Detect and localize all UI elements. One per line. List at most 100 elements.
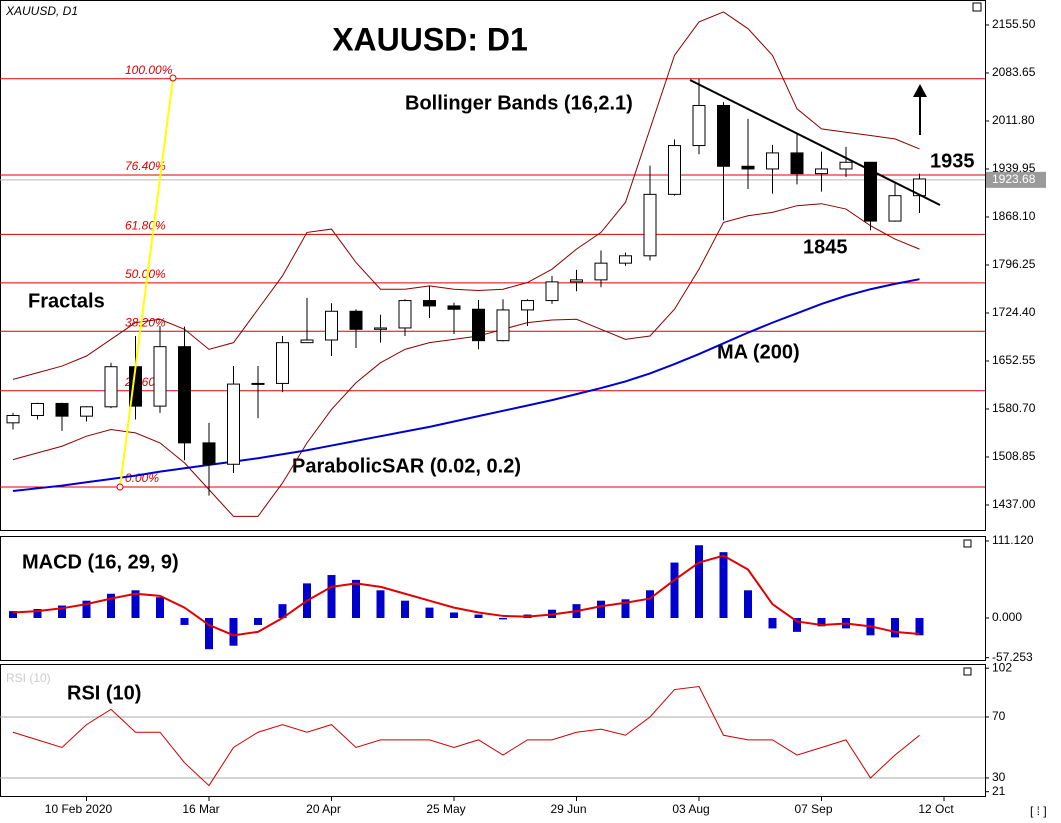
fib-anchor (169, 74, 177, 82)
macd-bar (891, 618, 899, 638)
candle-body (55, 402, 69, 417)
macd-bar (499, 618, 507, 620)
rsi-small-title: RSI (10) (6, 671, 51, 685)
symbol-label: XAUUSD, D1 (5, 4, 78, 18)
rsi-line (12, 685, 920, 787)
candle-body (276, 342, 289, 384)
candle-body (545, 281, 559, 302)
candle-body (31, 402, 44, 416)
macd-bar (229, 618, 238, 646)
y-tick-label: 111.120 (992, 533, 1034, 547)
y-tick-label: 1868.10 (992, 209, 1036, 223)
annotation: Fractals (28, 290, 105, 312)
bollinger-band (12, 203, 920, 517)
y-tick-label: 1508.85 (992, 449, 1036, 463)
candle-body (178, 346, 191, 444)
macd-bar (180, 618, 189, 625)
macd-bar (401, 600, 409, 619)
macd-bar (768, 618, 777, 629)
macd-bar (670, 562, 679, 619)
candle-body (717, 104, 730, 167)
candle-body (668, 145, 681, 195)
candle-body (227, 383, 240, 465)
candle-body (153, 346, 167, 407)
candle-body (594, 262, 608, 281)
candle-body (790, 152, 804, 175)
candle-body (472, 308, 485, 342)
macd-bar (352, 579, 360, 619)
candle-body (619, 255, 632, 264)
level-label: 1845 (803, 236, 848, 258)
fib-label: 38.20% (125, 315, 166, 329)
y-tick-label: 70 (992, 709, 1006, 723)
y-tick-label: 2011.80 (992, 113, 1035, 127)
macd-bar (817, 618, 826, 627)
y-tick-label: 30 (992, 770, 1006, 784)
macd-bar (915, 618, 924, 636)
y-tick-label: 0.000 (992, 610, 1022, 624)
rsi-title: RSI (10) (67, 682, 141, 704)
x-tick-label: 10 Feb 2020 (45, 802, 113, 816)
candle-body (570, 279, 583, 283)
window-icon[interactable] (963, 539, 972, 548)
candle-body (692, 104, 706, 147)
macd-bar (646, 590, 654, 619)
candle-body (202, 442, 216, 465)
candle-body (423, 300, 436, 307)
candle-body (521, 300, 534, 311)
candle-body (741, 165, 755, 170)
fib-anchor (116, 483, 124, 491)
candle-body (447, 305, 461, 310)
macd-bar (474, 614, 483, 619)
candle-body (374, 327, 387, 330)
macd-bar (621, 599, 630, 619)
macd-bar (327, 575, 336, 619)
x-tick-label: 12 Oct (918, 802, 954, 816)
current-price-box (986, 171, 1046, 188)
chart-title: XAUUSD: D1 (332, 21, 528, 57)
y-tick-label: 1796.25 (992, 257, 1036, 271)
fib-label: 50.00% (125, 267, 166, 281)
x-tick-label: 25 May (426, 802, 465, 816)
y-tick-label: 1437.00 (992, 497, 1036, 511)
candle-body (888, 195, 902, 222)
fib-anchor-line (119, 77, 174, 488)
candle-body (496, 309, 510, 342)
macd-bar (744, 590, 752, 619)
fib-label: 0.00% (125, 471, 159, 485)
x-tick-label: 07 Sep (794, 802, 832, 816)
y-tick-label: -57.253 (992, 650, 1033, 664)
annotation: ParabolicSAR (0.02, 0.2) (292, 455, 521, 477)
x-tick-label: 16 Mar (182, 802, 219, 816)
candle-body (251, 382, 265, 385)
window-icon[interactable] (972, 2, 982, 12)
ma-line (12, 278, 920, 492)
macd-bar (205, 618, 213, 650)
macd-bar (82, 600, 91, 619)
candle-body (80, 406, 93, 417)
window-icon[interactable] (963, 667, 972, 676)
level-label: 1935 (930, 150, 975, 172)
x-tick-label: 03 Aug (672, 802, 709, 816)
y-tick-label: 21 (992, 784, 1006, 798)
candle-body (349, 310, 363, 330)
scroll-icon[interactable]: [ ⁞ ] (1030, 804, 1047, 818)
bollinger-band (12, 11, 920, 380)
candle-body (643, 193, 657, 257)
macd-bar (695, 545, 703, 619)
bollinger-label: Bollinger Bands (16,2.1) (405, 92, 633, 114)
candle-body (864, 161, 877, 222)
candle-body (839, 161, 853, 170)
macd-bar (719, 552, 728, 619)
arrow-head (913, 84, 927, 97)
candle-body (398, 300, 412, 329)
x-tick-label: 20 Apr (306, 802, 341, 816)
candle-body (815, 168, 828, 175)
macd-bar (597, 600, 605, 619)
x-tick-label: 29 Jun (550, 802, 586, 816)
fib-label: 76.40% (125, 159, 166, 173)
ma-label: MA (200) (717, 341, 800, 363)
macd-bar (376, 590, 385, 619)
macd-bar (156, 597, 164, 619)
